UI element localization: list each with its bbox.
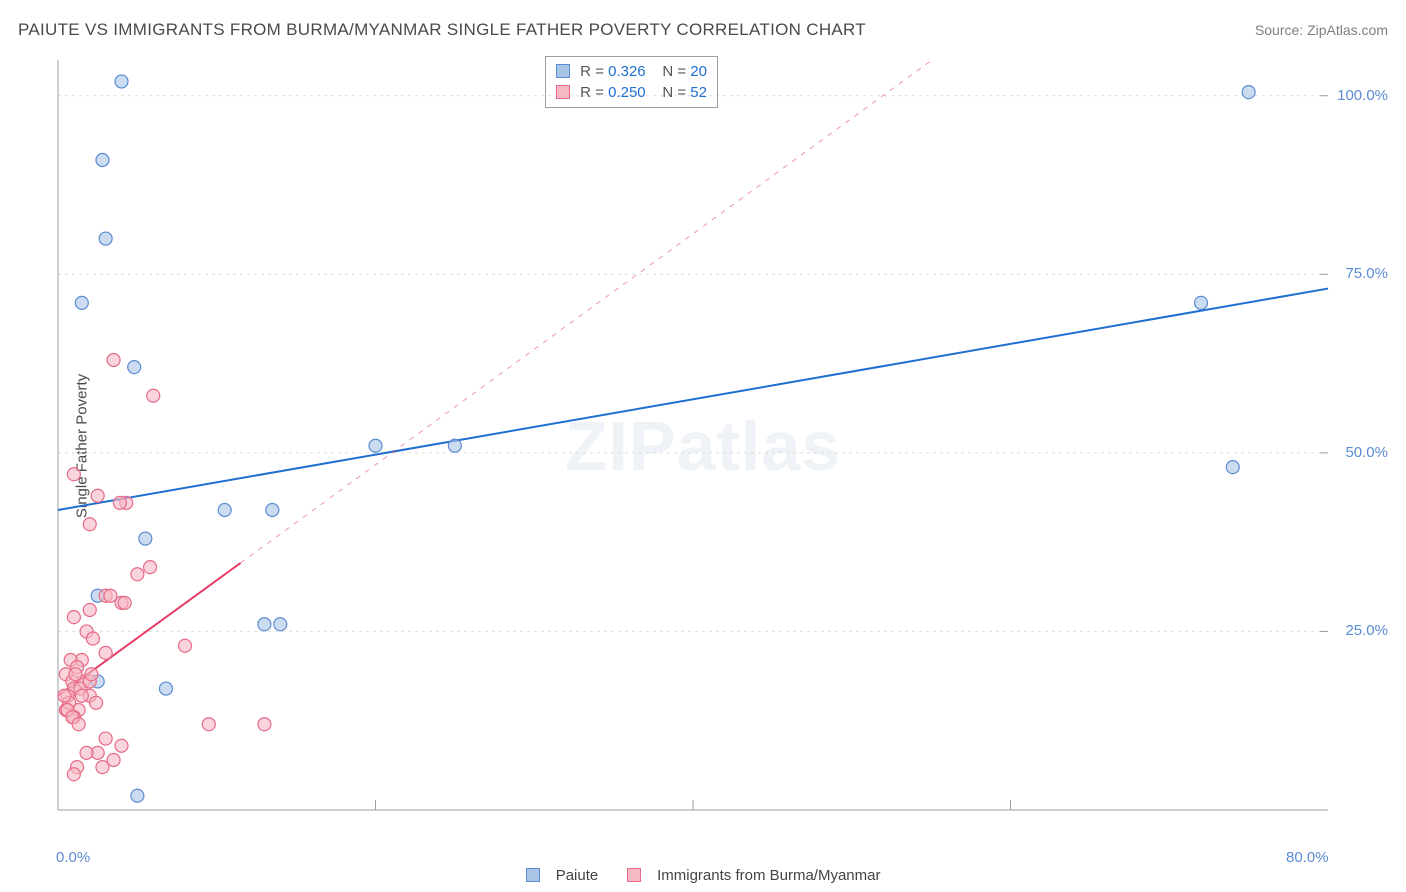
chart-svg: [48, 50, 1338, 840]
legend-n-label: N =: [662, 63, 686, 80]
y-tick-label: 50.0%: [1345, 444, 1388, 461]
legend-series: Paiute Immigrants from Burma/Myanmar: [0, 867, 1406, 884]
chart-title: PAIUTE VS IMMIGRANTS FROM BURMA/MYANMAR …: [18, 20, 866, 40]
legend-swatch-0: [556, 64, 570, 78]
legend-r-value-0: 0.326: [608, 63, 646, 80]
legend-swatch-burma: [627, 868, 641, 882]
legend-n-value-0: 20: [690, 63, 707, 80]
source-text: Source: ZipAtlas.com: [1255, 22, 1388, 38]
legend-r-value-1: 0.250: [608, 84, 646, 101]
legend-n-value-1: 52: [690, 84, 707, 101]
legend-label-paiute: Paiute: [556, 867, 599, 884]
legend-label-burma: Immigrants from Burma/Myanmar: [657, 867, 880, 884]
y-tick-label: 100.0%: [1337, 87, 1388, 104]
legend-n-label: N =: [662, 84, 686, 101]
legend-stats-row-1: R = 0.250 N = 52: [556, 82, 707, 103]
legend-r-label: R =: [580, 84, 604, 101]
y-tick-label: 75.0%: [1345, 265, 1388, 282]
y-tick-label: 25.0%: [1345, 622, 1388, 639]
legend-swatch-paiute: [526, 868, 540, 882]
legend-swatch-1: [556, 85, 570, 99]
legend-r-label: R =: [580, 63, 604, 80]
legend-stats: R = 0.326 N = 20 R = 0.250 N = 52: [545, 56, 718, 108]
x-tick-label: 80.0%: [1286, 849, 1329, 866]
scatter-plot: [48, 50, 1338, 840]
legend-stats-row-0: R = 0.326 N = 20: [556, 61, 707, 82]
x-tick-label: 0.0%: [56, 849, 90, 866]
